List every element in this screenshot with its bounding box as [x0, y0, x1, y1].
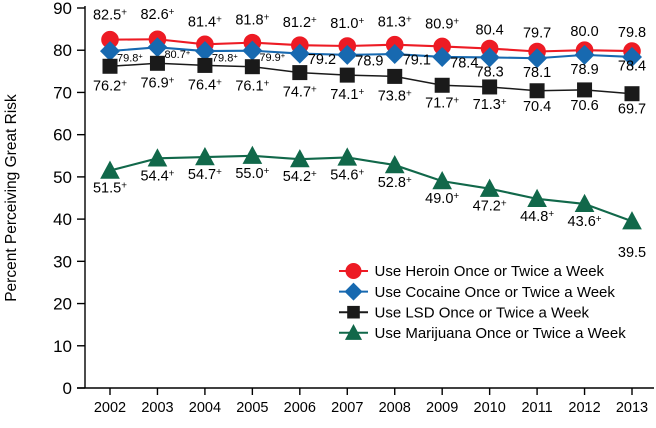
svg-text:2002: 2002	[94, 400, 126, 416]
svg-text:2008: 2008	[379, 400, 411, 416]
svg-text:30: 30	[53, 252, 72, 271]
svg-text:80: 80	[53, 41, 72, 60]
svg-text:80.0: 80.0	[570, 24, 598, 40]
svg-text:2012: 2012	[568, 400, 600, 416]
svg-text:76.1+: 76.1+	[235, 79, 269, 95]
svg-text:47.2+: 47.2+	[473, 199, 507, 215]
svg-text:Use Cocaine Once or Twice a We: Use Cocaine Once or Twice a Week	[375, 284, 616, 301]
svg-text:81.8+: 81.8+	[235, 13, 269, 29]
svg-text:54.2+: 54.2+	[283, 169, 317, 185]
svg-text:80.4: 80.4	[476, 23, 504, 39]
svg-text:78.4: 78.4	[450, 55, 478, 71]
svg-text:44.8+: 44.8+	[520, 209, 554, 225]
svg-text:55.0+: 55.0+	[235, 166, 269, 182]
svg-text:43.6+: 43.6+	[568, 214, 602, 230]
svg-text:76.9+: 76.9+	[140, 75, 174, 91]
svg-text:60: 60	[53, 126, 72, 145]
svg-text:52.8+: 52.8+	[378, 175, 412, 191]
svg-text:90: 90	[53, 0, 72, 18]
svg-text:81.4+: 81.4+	[188, 14, 222, 30]
svg-text:79.8+: 79.8+	[212, 51, 238, 64]
svg-text:10: 10	[53, 337, 72, 356]
svg-text:69.7: 69.7	[618, 102, 646, 118]
svg-text:39.5: 39.5	[618, 245, 646, 261]
svg-text:20: 20	[53, 295, 72, 314]
svg-text:70.6: 70.6	[570, 98, 598, 114]
svg-text:Percent Perceiving Great Risk: Percent Perceiving Great Risk	[3, 94, 20, 302]
svg-text:81.0+: 81.0+	[330, 16, 364, 32]
svg-text:78.9: 78.9	[570, 62, 598, 78]
svg-text:73.8+: 73.8+	[378, 88, 412, 104]
svg-text:76.4+: 76.4+	[188, 77, 222, 93]
svg-text:50: 50	[53, 168, 72, 187]
svg-text:81.2+: 81.2+	[283, 15, 317, 31]
svg-text:2009: 2009	[426, 400, 458, 416]
svg-text:82.6+: 82.6+	[140, 7, 174, 23]
svg-text:Use Heroin Once or Twice a Wee: Use Heroin Once or Twice a Week	[375, 263, 605, 280]
svg-text:2003: 2003	[141, 400, 173, 416]
svg-text:2011: 2011	[521, 400, 552, 416]
svg-text:2007: 2007	[331, 400, 363, 416]
svg-text:82.5+: 82.5+	[93, 8, 127, 24]
svg-text:2006: 2006	[284, 400, 316, 416]
svg-text:79.8+: 79.8+	[117, 51, 143, 64]
svg-text:71.3+: 71.3+	[473, 97, 507, 113]
svg-text:0: 0	[63, 379, 72, 398]
svg-text:70.4: 70.4	[523, 99, 551, 115]
svg-text:78.9: 78.9	[355, 53, 383, 69]
svg-text:49.0+: 49.0+	[425, 191, 459, 207]
svg-text:54.7+: 54.7+	[188, 167, 222, 183]
svg-text:79.1: 79.1	[403, 53, 431, 69]
svg-text:80.9+: 80.9+	[425, 16, 459, 32]
svg-text:74.1+: 74.1+	[330, 87, 364, 103]
svg-text:81.3+: 81.3+	[378, 15, 412, 31]
svg-text:54.4+: 54.4+	[140, 168, 174, 184]
svg-text:2005: 2005	[236, 400, 268, 416]
svg-text:54.6+: 54.6+	[330, 167, 364, 183]
svg-text:79.7: 79.7	[523, 25, 551, 41]
svg-text:78.4: 78.4	[618, 58, 646, 74]
svg-text:76.2+: 76.2+	[93, 78, 127, 94]
svg-text:Use LSD Once or Twice a Week: Use LSD Once or Twice a Week	[375, 304, 590, 321]
svg-text:74.7+: 74.7+	[283, 85, 317, 101]
svg-text:79.8: 79.8	[618, 25, 646, 41]
svg-text:71.7+: 71.7+	[425, 95, 459, 111]
svg-text:70: 70	[53, 83, 72, 102]
svg-text:78.1: 78.1	[523, 65, 551, 81]
svg-text:2010: 2010	[474, 400, 506, 416]
svg-text:78.3: 78.3	[476, 64, 504, 80]
svg-text:51.5+: 51.5+	[93, 181, 127, 197]
svg-text:2013: 2013	[616, 400, 648, 416]
svg-text:79.9+: 79.9+	[259, 51, 285, 64]
svg-text:2004: 2004	[189, 400, 221, 416]
svg-text:40: 40	[53, 210, 72, 229]
svg-text:79.2: 79.2	[308, 52, 336, 68]
svg-text:Use Marijuana Once or Twice a: Use Marijuana Once or Twice a Week	[375, 325, 627, 342]
svg-text:80.7+: 80.7+	[164, 48, 190, 61]
